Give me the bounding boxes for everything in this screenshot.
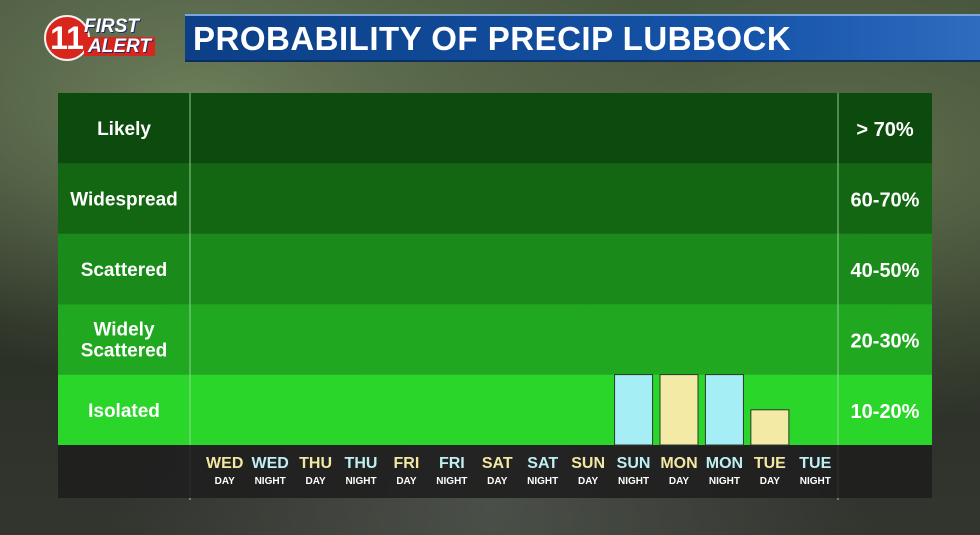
tick-day-label: SUN: [571, 455, 605, 472]
tick-period-label: NIGHT: [800, 476, 831, 487]
tick-day-label: MON: [660, 455, 697, 472]
tick-period-label: NIGHT: [255, 476, 286, 487]
tick-period-label: NIGHT: [345, 476, 376, 487]
tick-period-label: DAY: [760, 476, 781, 487]
category-strip: [58, 445, 932, 498]
band-label: Likely: [97, 119, 151, 140]
band-widely-scattered: [58, 304, 932, 375]
tick-period-label: DAY: [215, 476, 236, 487]
tick-period-label: DAY: [578, 476, 599, 487]
band-label: Isolated: [88, 401, 160, 422]
bar-sun-night: [614, 374, 654, 446]
logo-line1: FIRST: [84, 16, 139, 37]
tick-day-label: WED: [206, 455, 243, 472]
tick-period-label: NIGHT: [527, 476, 558, 487]
band-label: Scattered: [81, 260, 168, 281]
bar-tue-day: [750, 409, 790, 446]
bar-mon-day: [659, 374, 699, 446]
range-label: 60-70%: [851, 190, 920, 212]
tick-period-label: DAY: [669, 476, 690, 487]
band-likely: [58, 93, 932, 164]
range-label: > 70%: [856, 119, 913, 141]
tick-day-label: MON: [706, 455, 743, 472]
band-label: Widespread: [70, 190, 178, 211]
tick-day-label: WED: [251, 455, 288, 472]
tick-day-label: FRI: [394, 455, 420, 472]
logo-wordmark: FIRST ALERT: [84, 17, 155, 56]
page-title: PROBABILITY OF PRECIP LUBBOCK: [193, 20, 792, 57]
band-scattered: [58, 233, 932, 305]
tick-day-label: THU: [299, 455, 332, 472]
tick-day-label: FRI: [439, 455, 465, 472]
tick-day-label: SUN: [617, 455, 651, 472]
range-label: 40-50%: [851, 260, 920, 282]
tick-period-label: NIGHT: [618, 476, 649, 487]
band-isolated: [58, 374, 932, 445]
tick-period-label: DAY: [396, 476, 417, 487]
tick-period-label: DAY: [305, 476, 326, 487]
title-bar: PROBABILITY OF PRECIP LUBBOCK: [185, 14, 980, 62]
range-label: 20-30%: [851, 330, 920, 352]
tick-day-label: TUE: [754, 455, 786, 472]
tick-day-label: SAT: [527, 455, 558, 472]
logo-number: 11: [44, 15, 90, 61]
tick-day-label: TUE: [799, 455, 831, 472]
range-label: 10-20%: [851, 401, 920, 423]
bar-mon-night: [704, 374, 744, 446]
tick-day-label: SAT: [482, 455, 513, 472]
tick-period-label: DAY: [487, 476, 508, 487]
band-widespread: [58, 163, 932, 234]
band-label: Widely Scattered: [81, 319, 168, 361]
logo-line2: ALERT: [84, 37, 155, 56]
tick-period-label: NIGHT: [436, 476, 467, 487]
tick-day-label: THU: [345, 455, 378, 472]
first-alert-logo: 11 FIRST ALERT: [44, 13, 172, 63]
tick-period-label: NIGHT: [709, 476, 740, 487]
